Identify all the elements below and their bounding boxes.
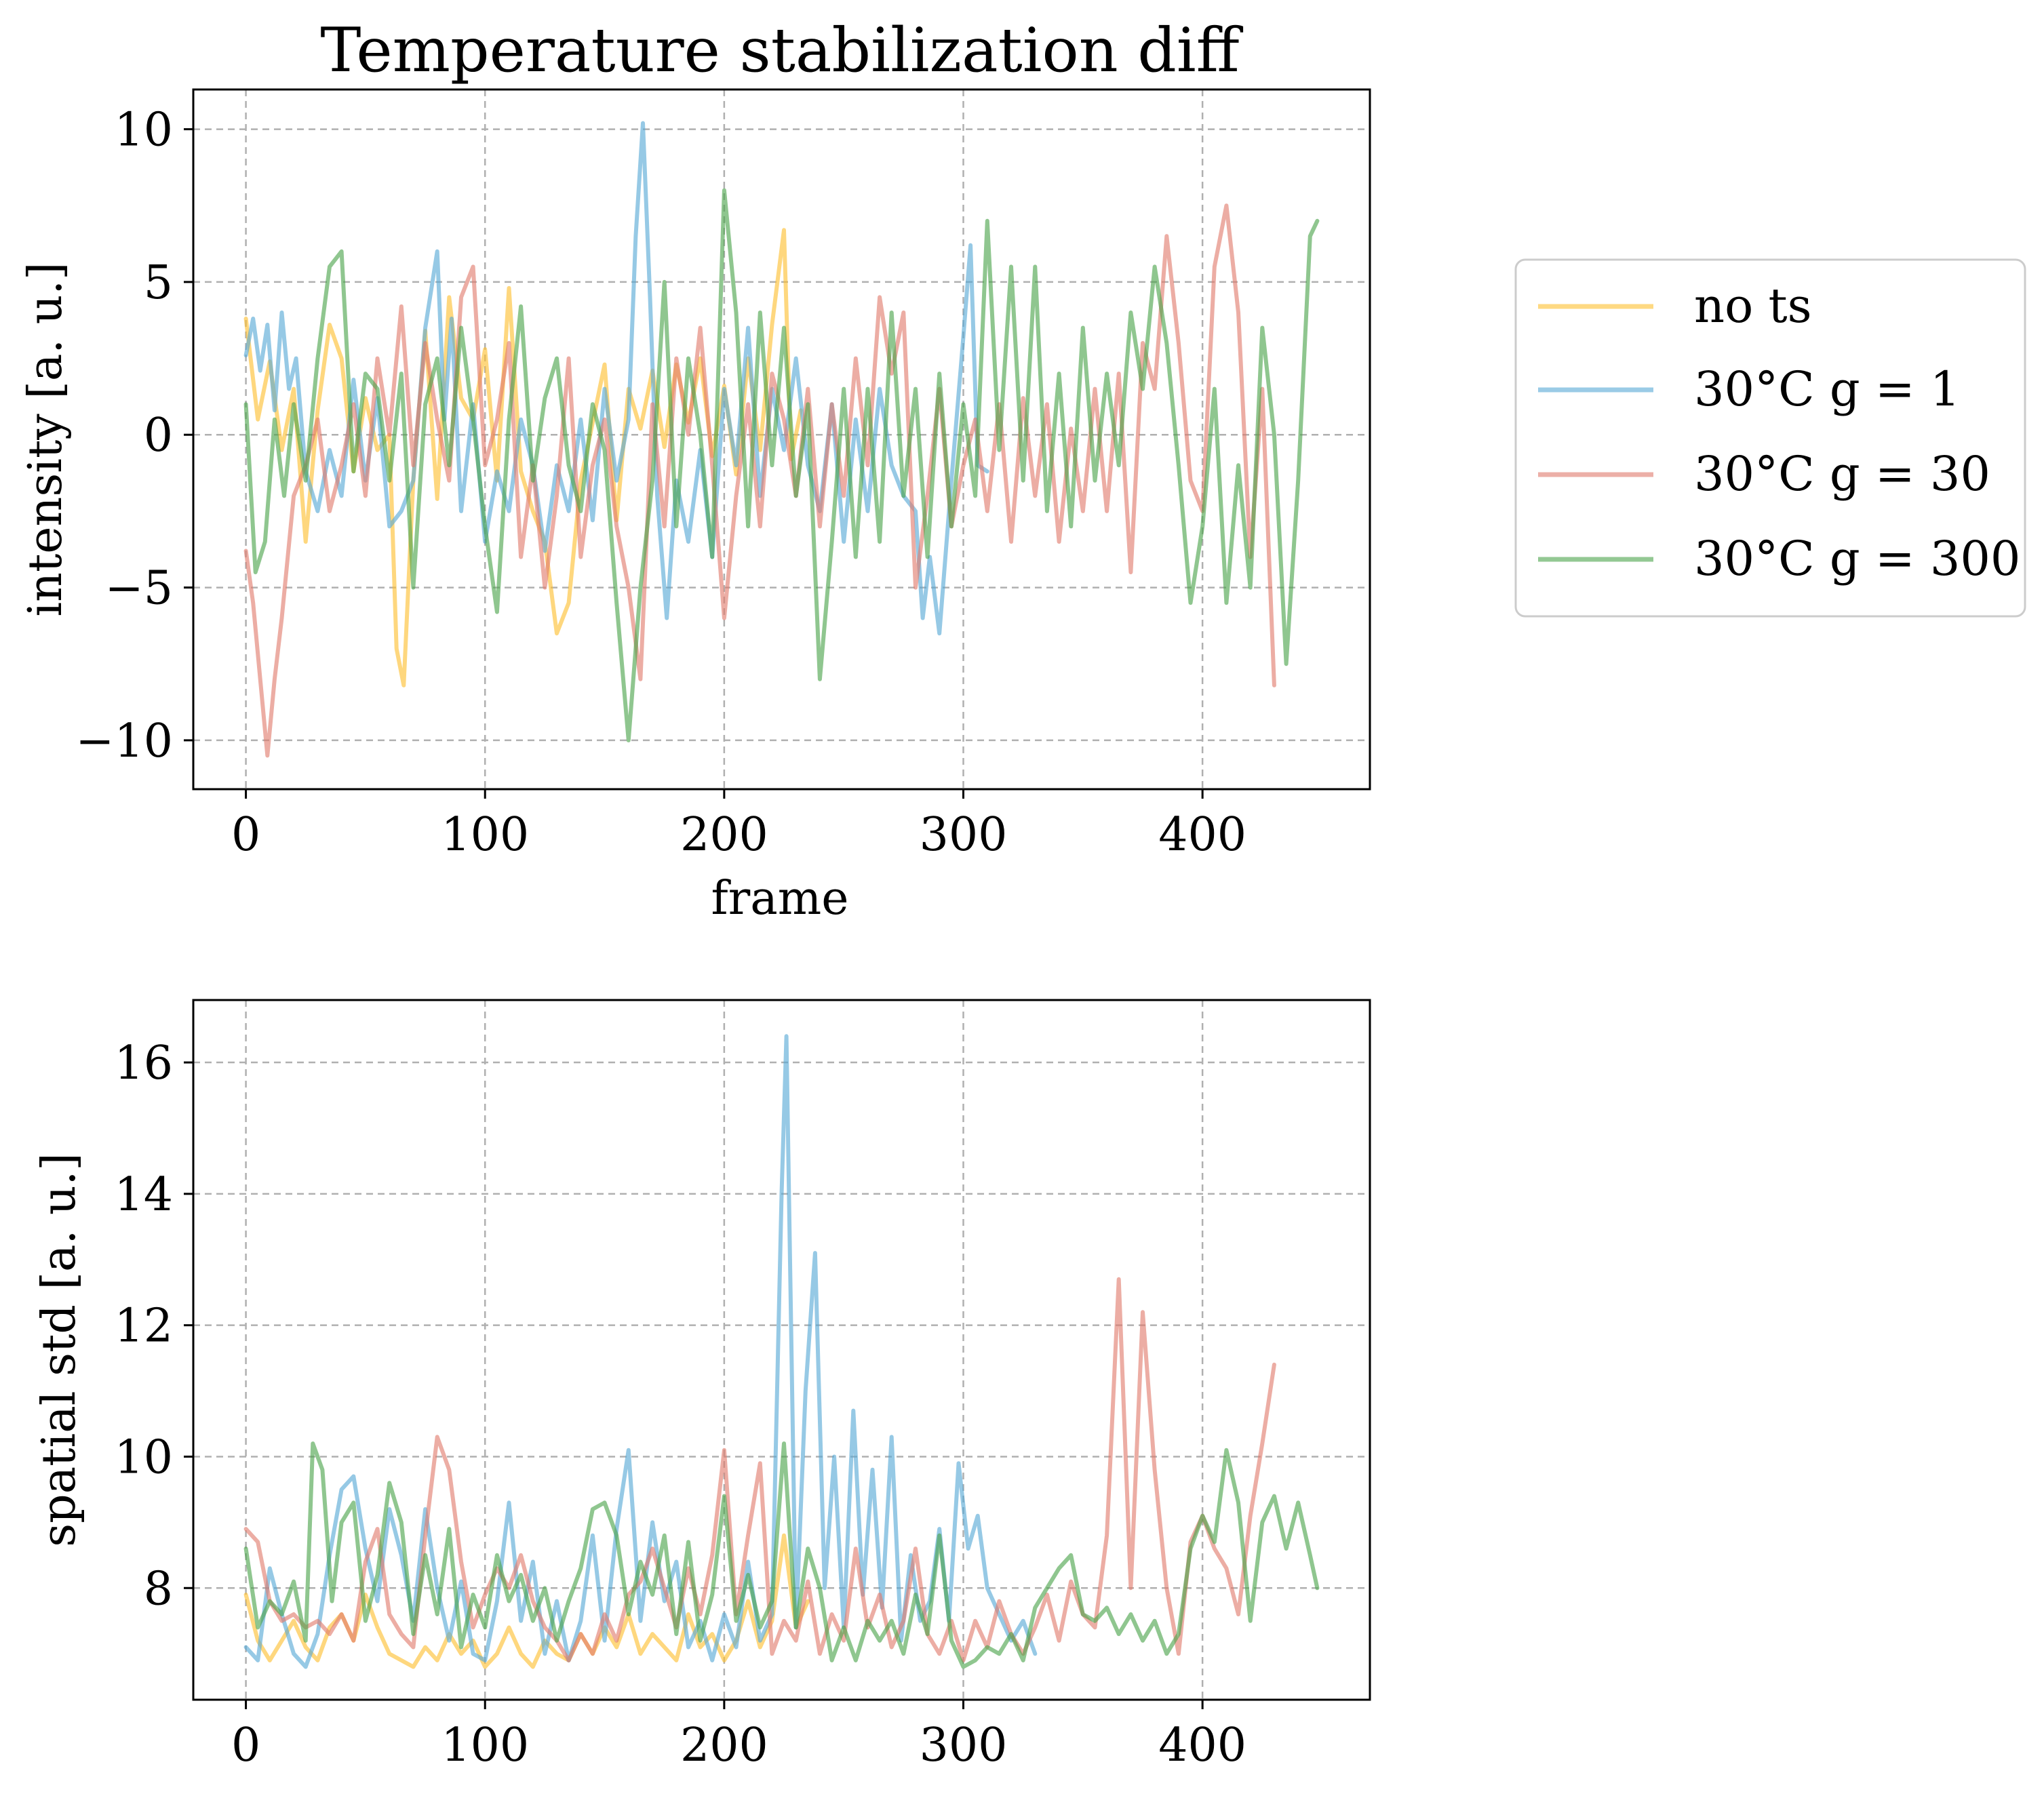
y-tick-label: 5 <box>144 256 173 310</box>
y-tick-label: 0 <box>144 409 173 462</box>
intensity-ticks: 0 100 200 300 400 −10 −5 0 5 10 <box>75 104 1246 862</box>
intensity-chart: Temperature stabilization diff 0 100 200 30… <box>19 15 1371 925</box>
x-tick-label: 300 <box>920 1719 1008 1772</box>
legend-entry-no-ts: no ts <box>1538 278 1812 334</box>
legend-label-g30: 30°C g = 30 <box>1694 446 1990 502</box>
legend: no ts 30°C g = 1 30°C g = 30 30°C g = 30… <box>1514 258 2026 618</box>
x-tick-label: 200 <box>680 1719 768 1772</box>
legend-entry-g300: 30°C g = 300 <box>1538 531 2020 586</box>
series-line-30c-g-300 <box>243 188 1320 742</box>
y-tick-label: −10 <box>75 715 173 768</box>
x-tick-label: 300 <box>920 808 1008 862</box>
y-axis-label-spatial-std: spatial std [a. u.] <box>33 1153 86 1547</box>
y-axis-label-intensity: intensity [a. u.] <box>19 262 73 616</box>
x-tick-label: 400 <box>1158 1719 1246 1772</box>
spatial-std-chart: 0 100 200 300 400 8 10 12 14 16 spatial std [a. u… <box>33 999 1371 1772</box>
chart-title: Temperature stabilization diff <box>320 15 1243 86</box>
legend-box <box>1514 258 2026 618</box>
y-tick-label: 10 <box>114 1431 173 1484</box>
x-tick-label: 100 <box>441 808 529 862</box>
y-tick-label: 16 <box>114 1037 173 1090</box>
y-tick-label: 12 <box>114 1300 173 1353</box>
legend-label-no-ts: no ts <box>1694 278 1812 334</box>
x-tick-label: 200 <box>680 808 768 862</box>
legend-entry-g1: 30°C g = 1 <box>1538 361 1960 417</box>
x-tick-label: 0 <box>231 1719 260 1772</box>
spatial-std-ticks: 0 100 200 300 400 8 10 12 14 16 <box>114 1037 1246 1772</box>
y-tick-label: 14 <box>114 1168 173 1222</box>
x-axis-label: frame <box>711 872 849 925</box>
intensity-series <box>243 121 1320 758</box>
series-line-30c-g-1 <box>243 121 989 636</box>
y-tick-label: −5 <box>105 562 173 616</box>
legend-entry-g30: 30°C g = 30 <box>1538 446 1990 502</box>
spatial-std-series <box>243 1034 1320 1669</box>
intensity-plot-frame <box>192 88 1371 791</box>
x-tick-label: 100 <box>441 1719 529 1772</box>
series-line-30c-g-300 <box>243 1441 1320 1669</box>
spatial-std-plot-frame <box>192 999 1371 1701</box>
spatial-std-grid <box>193 1000 1370 1700</box>
series-line-30c-g-30 <box>243 1277 1276 1662</box>
legend-label-g300: 30°C g = 300 <box>1694 531 2020 586</box>
legend-label-g1: 30°C g = 1 <box>1694 361 1960 417</box>
y-tick-label: 10 <box>114 104 173 157</box>
x-tick-label: 0 <box>231 808 260 862</box>
x-tick-label: 400 <box>1158 808 1246 862</box>
y-tick-label: 8 <box>144 1562 173 1616</box>
